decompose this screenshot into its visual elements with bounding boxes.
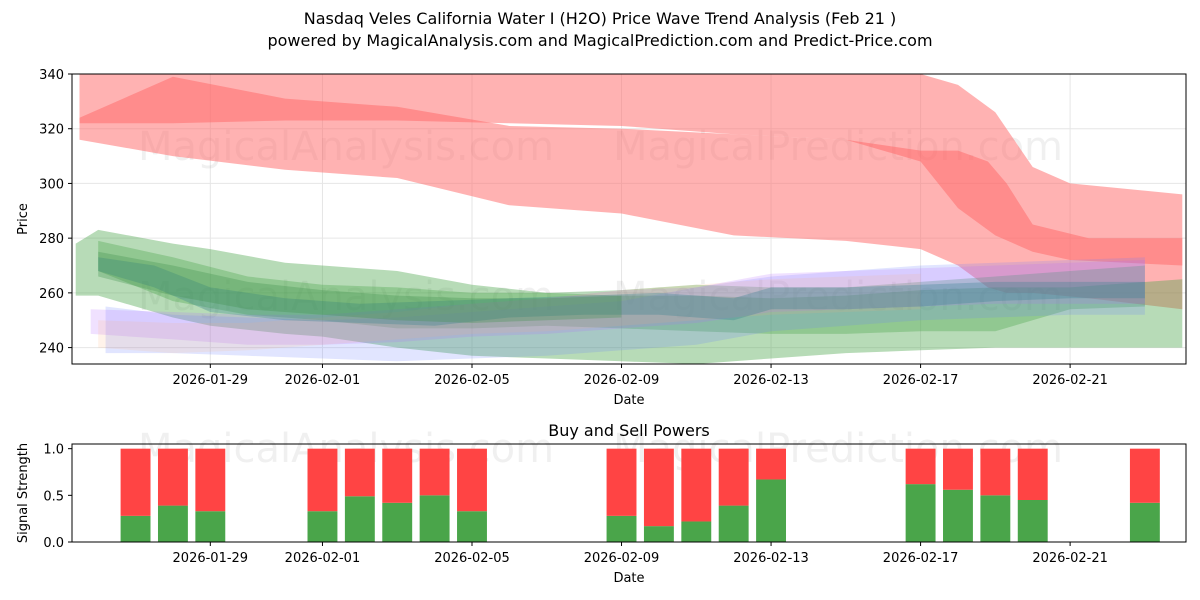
y-axis-label: Price — [16, 203, 31, 235]
y-tick-label: 1.0 — [43, 443, 64, 458]
sell-bar — [718, 448, 749, 506]
chart-title: Nasdaq Veles California Water I (H2O) Pr… — [303, 9, 897, 28]
x-axis-label: Date — [613, 571, 644, 586]
x-tick-label: 2026-02-05 — [434, 373, 510, 388]
sell-bar — [681, 448, 712, 522]
wave-bands — [75, 74, 1183, 364]
wave-band-green-wave-mid — [98, 240, 1145, 334]
sell-bar — [195, 448, 226, 512]
x-tick-label: 2026-02-01 — [285, 373, 361, 388]
buy-bar — [419, 495, 450, 542]
x-tick-label: 2026-02-09 — [584, 551, 660, 566]
buy-bar — [382, 502, 413, 542]
x-tick-label: 2026-02-13 — [733, 551, 809, 566]
buy-bar — [157, 505, 188, 542]
sell-bar — [419, 448, 450, 496]
buy-bar — [943, 489, 973, 542]
y-tick-label: 260 — [39, 287, 64, 302]
sell-bar — [606, 448, 637, 516]
sell-bar — [756, 448, 787, 480]
buy-bar — [643, 526, 674, 542]
x-tick-label: 2026-02-13 — [733, 373, 809, 388]
buy-bar — [905, 484, 936, 542]
price-plot-frame — [71, 73, 1187, 365]
x-tick-label: 2026-02-09 — [584, 373, 660, 388]
buy-bar — [1017, 500, 1048, 542]
sell-bar — [307, 448, 338, 512]
buy-bar — [344, 496, 375, 542]
sell-bar — [382, 448, 413, 503]
sell-bar — [980, 448, 1011, 496]
sell-bar — [344, 448, 375, 497]
y-tick-label: 300 — [39, 177, 64, 192]
sell-bar — [905, 448, 936, 485]
buy-bar — [120, 515, 151, 542]
sell-bar — [643, 448, 674, 527]
y-tick-label: 0.5 — [43, 489, 64, 504]
buy-bar — [681, 521, 712, 542]
x-tick-label: 2026-02-21 — [1032, 551, 1108, 566]
buy-bar — [457, 511, 487, 542]
y-tick-label: 240 — [39, 342, 64, 357]
x-tick-label: 2026-01-29 — [173, 373, 249, 388]
wave-band-teal-wave — [98, 257, 1145, 326]
wave-band-dark-green-wave — [98, 251, 622, 323]
sell-bar — [943, 448, 973, 490]
price-panel: MagicalAnalysis.com MagicalPrediction.com… — [16, 68, 1187, 408]
y-tick-label: 280 — [39, 232, 64, 247]
buy-bar — [980, 495, 1011, 542]
x-tick-label: 2026-02-21 — [1032, 373, 1108, 388]
y-tick-label: 340 — [39, 68, 64, 83]
x-tick-label: 2026-01-29 — [173, 551, 249, 566]
sell-bar — [120, 448, 151, 516]
sell-bar — [157, 448, 188, 506]
watermark-text: MagicalAnalysis.com — [138, 274, 554, 320]
buy-bar — [718, 505, 749, 542]
buy-bar — [606, 515, 637, 542]
wave-band-orange-wave — [98, 273, 921, 354]
y-axis-label: Signal Strength — [16, 443, 31, 543]
x-axis-label: Date — [613, 393, 644, 408]
sell-bar — [457, 448, 487, 512]
wave-band-red-wave-upper — [79, 76, 1183, 310]
wave-band-blue-wave — [105, 257, 1145, 362]
buy-bar — [756, 479, 787, 542]
x-tick-label: 2026-02-01 — [285, 551, 361, 566]
x-tick-label: 2026-02-17 — [883, 373, 959, 388]
buy-bar — [195, 511, 226, 542]
wave-band-green-wave-wide — [75, 229, 1183, 364]
power-chart-title: Buy and Sell Powers — [548, 421, 710, 440]
y-tick-label: 0.0 — [43, 536, 64, 551]
y-tick-label: 320 — [39, 123, 64, 138]
power-plot-frame — [71, 443, 1187, 543]
sell-bar — [1129, 448, 1160, 503]
x-tick-label: 2026-02-05 — [434, 551, 510, 566]
wave-band-red-wave-lower — [79, 74, 1183, 266]
buy-bar — [1129, 502, 1160, 542]
power-panel: Buy and Sell PowersMagicalAnalysis.comMa… — [16, 421, 1187, 586]
buy-bar — [307, 511, 338, 542]
wave-band-purple-wave — [90, 260, 1145, 345]
chart-subtitle: powered by MagicalAnalysis.com and Magic… — [267, 31, 933, 50]
x-tick-label: 2026-02-17 — [883, 551, 959, 566]
sell-bar — [1017, 448, 1048, 500]
